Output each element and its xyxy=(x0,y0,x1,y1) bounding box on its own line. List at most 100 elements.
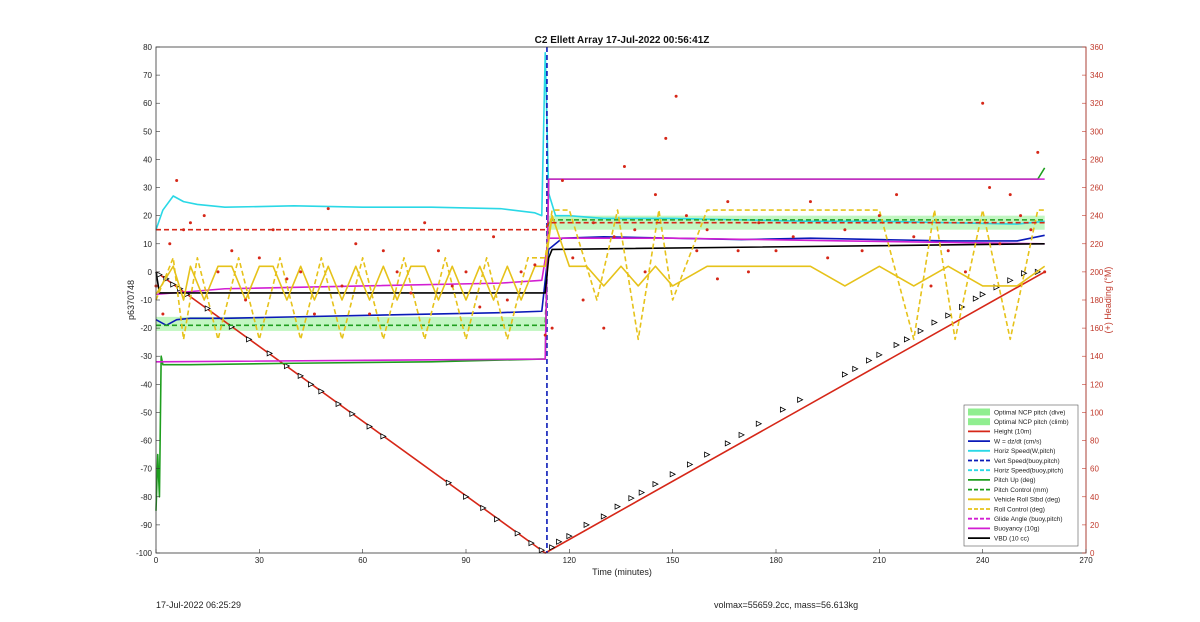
heading-point xyxy=(715,277,719,281)
y2-tick-label: 140 xyxy=(1090,352,1104,361)
heading-point xyxy=(409,291,413,295)
heading-point xyxy=(1036,150,1040,154)
heading-point xyxy=(643,270,647,274)
height-marker xyxy=(903,336,911,343)
y2-axis-label: (+) Heading (°M) xyxy=(1103,267,1113,334)
heading-point xyxy=(505,298,509,302)
y-tick-label: 60 xyxy=(143,99,152,108)
series-13-line xyxy=(156,221,1045,231)
heading-point xyxy=(175,179,179,183)
x-tick-label: 240 xyxy=(976,556,990,565)
height-marker xyxy=(972,295,980,302)
height-marker xyxy=(349,410,356,417)
y2-tick-label: 280 xyxy=(1090,155,1104,164)
x-tick-label: 30 xyxy=(255,556,264,565)
heading-point xyxy=(695,249,699,253)
y-tick-label: 80 xyxy=(143,43,152,52)
chart-title: C2 Ellett Array 17-Jul-2022 00:56:41Z xyxy=(535,35,710,46)
heading-point xyxy=(550,326,554,330)
height-marker xyxy=(445,479,453,486)
legend-label: Pitch Up (deg) xyxy=(994,477,1036,484)
y-tick-label: 50 xyxy=(143,127,152,136)
heading-point xyxy=(664,136,668,140)
height-marker xyxy=(204,305,212,312)
height-marker xyxy=(308,381,315,388)
height-marker xyxy=(566,532,573,540)
series-6-line xyxy=(156,219,1045,327)
series-2-line xyxy=(155,234,1045,327)
tick-labels: 0 30 60 90 120 150 180 210 240 270-100-90-80-70-6… xyxy=(136,43,1104,565)
heading-point xyxy=(726,200,730,204)
legend-label: VBD (10 cc) xyxy=(994,535,1029,542)
heading-point xyxy=(633,228,637,232)
x-tick-label: 60 xyxy=(358,556,367,565)
heading-point xyxy=(981,101,985,105)
height-marker xyxy=(514,530,522,537)
legend-label: Vert Speed(buoy,pitch) xyxy=(994,458,1060,465)
height-marker xyxy=(917,327,925,335)
heading-point xyxy=(464,270,468,274)
x-tick-label: 150 xyxy=(666,556,680,565)
heading-point xyxy=(929,284,933,288)
height-marker xyxy=(556,538,563,545)
height-marker xyxy=(779,406,787,413)
heading-point xyxy=(492,235,496,239)
x-tick-label: 180 xyxy=(769,556,783,565)
plot-frame xyxy=(155,46,1087,554)
height-marker xyxy=(583,521,590,529)
height-marker xyxy=(366,423,373,430)
heading-point xyxy=(244,298,248,302)
legend-label: Roll Control (deg) xyxy=(994,506,1045,513)
heading-point xyxy=(168,242,172,246)
y-tick-label: -30 xyxy=(140,352,152,361)
heading-point xyxy=(877,214,881,218)
y2-tick-label: 260 xyxy=(1090,184,1104,193)
series-3-line xyxy=(155,51,1045,230)
y-tick-label: 20 xyxy=(143,212,152,221)
series-0-line xyxy=(155,271,1046,554)
heading-point xyxy=(912,235,916,239)
height-marker xyxy=(1007,277,1014,284)
heading-point xyxy=(312,312,316,316)
height-marker xyxy=(528,540,535,547)
legend-swatch xyxy=(968,408,990,416)
legend-box xyxy=(963,404,1079,547)
series-10-line xyxy=(155,214,1046,301)
heading-point xyxy=(326,207,330,211)
y-tick-label: -50 xyxy=(140,408,152,417)
x-tick-label: 90 xyxy=(462,556,471,565)
heading-point xyxy=(622,164,626,168)
heading-point xyxy=(612,235,616,239)
height-marker xyxy=(628,495,635,502)
legend-label: Optimal NCP pitch (climb) xyxy=(994,419,1069,426)
heading-point xyxy=(736,249,740,253)
height-marker xyxy=(686,461,694,468)
series-8-line xyxy=(155,237,1045,296)
heading-point xyxy=(1019,214,1023,218)
y2-tick-label: 100 xyxy=(1090,408,1104,417)
heading-point xyxy=(1008,193,1012,197)
height-marker xyxy=(538,547,546,554)
heading-point xyxy=(808,200,812,204)
heading-point xyxy=(519,270,523,274)
footer-mass-info: volmax=55659.2cc, mass=56.613kg xyxy=(714,600,859,610)
height-marker xyxy=(797,396,804,403)
x-tick-label: 270 xyxy=(1079,556,1093,565)
height-marker xyxy=(297,372,305,380)
heading-point xyxy=(230,249,234,253)
y2-tick-label: 40 xyxy=(1090,493,1099,502)
heading-point xyxy=(895,193,899,197)
height-marker xyxy=(893,341,900,349)
height-marker xyxy=(600,513,608,520)
height-marker xyxy=(283,362,291,370)
heading-point xyxy=(436,249,440,253)
heading-point xyxy=(216,270,220,274)
y2-tick-label: 0 xyxy=(1090,549,1095,558)
heading-point xyxy=(674,94,678,98)
y2-tick-label: 60 xyxy=(1090,465,1099,474)
y-tick-label: 30 xyxy=(143,184,152,193)
height-marker xyxy=(549,544,556,551)
heading-point xyxy=(581,298,585,302)
height-marker xyxy=(738,431,745,439)
heading-point xyxy=(299,270,303,274)
